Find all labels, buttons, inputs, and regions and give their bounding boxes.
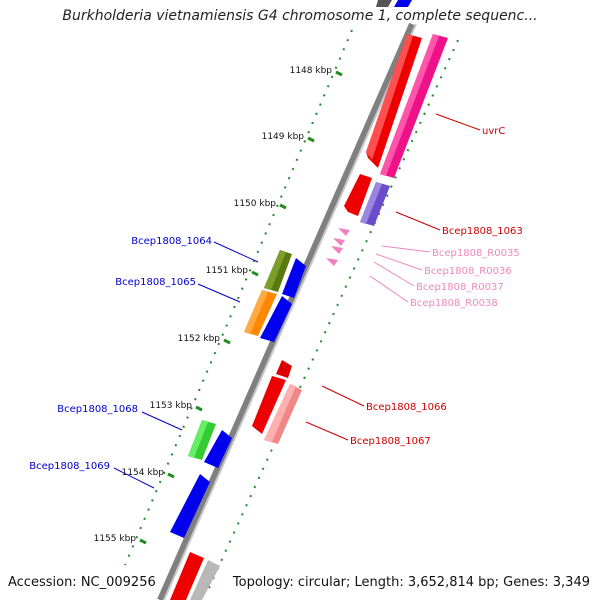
map-title: Burkholderia vietnamiensis G4 chromosome… xyxy=(62,8,538,24)
label-leader-line xyxy=(435,113,481,131)
trna-feature-R0036[interactable] xyxy=(333,238,345,246)
tick-mark xyxy=(223,338,231,345)
label-leader-line xyxy=(305,421,349,441)
gene-label[interactable]: Bcep1808_R0038 xyxy=(410,298,498,309)
gene-label[interactable]: Bcep1808_R0037 xyxy=(416,282,504,293)
gene-feature-bottom-gray[interactable] xyxy=(190,560,220,600)
gene-feature-blue-a[interactable] xyxy=(282,258,306,298)
trna-feature-R0038[interactable] xyxy=(326,258,338,266)
tick-label: 1148 kbp xyxy=(290,66,333,76)
gene-feature-purple-shade xyxy=(360,182,382,224)
trna-feature-R0037[interactable] xyxy=(331,246,343,254)
label-leader-line xyxy=(113,467,155,489)
label-leader-line xyxy=(375,253,423,271)
gene-label[interactable]: Bcep1808_R0035 xyxy=(432,248,520,259)
label-leader-line xyxy=(197,283,241,303)
gene-label[interactable]: Bcep1808_1065 xyxy=(115,277,196,288)
gene-label[interactable]: Bcep1808_1067 xyxy=(350,436,431,447)
tick-mark xyxy=(195,405,203,412)
accession-label: Accession: NC_009256 xyxy=(8,575,156,590)
gene-label[interactable]: Bcep1808_R0036 xyxy=(424,266,512,277)
gene-feature-Bcep1808_1064-shade xyxy=(264,250,286,290)
gene-feature-pink-long-shade xyxy=(380,34,439,176)
label-leader-line xyxy=(395,211,441,231)
tick-mark xyxy=(251,270,259,277)
gene-labels: uvrC Bcep1808_1063 Bcep1808_R0035 Bcep1808_… xyxy=(29,113,523,489)
gene-label[interactable]: Bcep1808_1066 xyxy=(366,402,447,413)
genome-info-label: Topology: circular; Length: 3,652,814 bp… xyxy=(232,575,590,590)
inner-dotted-line xyxy=(207,39,459,591)
gene-feature-top-gray[interactable] xyxy=(376,0,392,7)
tick-labels: 1148 kbp 1149 kbp 1150 kbp 1151 kbp 1152 kbp… xyxy=(94,66,333,544)
gene-feature-top-blue[interactable] xyxy=(394,0,412,7)
chromosome-backbone-highlight xyxy=(163,23,417,600)
tick-label: 1150 kbp xyxy=(234,199,277,209)
label-leader-line xyxy=(141,411,183,431)
label-leader-line xyxy=(369,275,409,303)
gene-label[interactable]: uvrC xyxy=(482,126,505,137)
tick-mark xyxy=(139,538,147,545)
tick-mark xyxy=(307,136,315,143)
gene-feature-Bcep1808_1069[interactable] xyxy=(170,474,210,538)
gene-label[interactable]: Bcep1808_1064 xyxy=(131,236,212,247)
gene-feature-Bcep1808_1066[interactable] xyxy=(252,376,286,434)
scale-dotted-line xyxy=(124,29,353,566)
gene-label[interactable]: Bcep1808_1068 xyxy=(57,404,138,415)
gene-feature-Bcep1808_1068-shade xyxy=(188,420,208,458)
gene-feature-Bcep1808_1067-shade xyxy=(264,384,296,442)
label-leader-line xyxy=(373,261,415,287)
tick-marks xyxy=(139,70,343,545)
gene-feature-bottom-red[interactable] xyxy=(170,552,204,600)
gene-label[interactable]: Bcep1808_1063 xyxy=(442,226,523,237)
label-leader-line xyxy=(381,245,431,253)
gene-feature-Bcep1808_1065-shade xyxy=(244,290,268,334)
tick-mark xyxy=(279,203,287,210)
tick-label: 1151 kbp xyxy=(206,266,249,276)
tick-mark xyxy=(335,70,343,77)
label-leader-line xyxy=(213,241,259,263)
gene-feature-Bcep1808_1063[interactable] xyxy=(344,174,372,216)
tick-label: 1153 kbp xyxy=(150,401,193,411)
gene-feature-blue-c[interactable] xyxy=(204,430,232,468)
label-leader-line xyxy=(321,385,365,407)
gene-feature-blue-b[interactable] xyxy=(260,296,292,342)
tick-label: 1152 kbp xyxy=(178,334,221,344)
gene-label[interactable]: Bcep1808_1069 xyxy=(29,461,110,472)
trna-feature-R0035[interactable] xyxy=(338,228,350,236)
tick-label: 1149 kbp xyxy=(262,132,305,142)
gene-feature-uvrC-shade xyxy=(366,34,413,160)
tick-mark xyxy=(167,472,175,479)
tick-label: 1155 kbp xyxy=(94,534,137,544)
tick-label: 1154 kbp xyxy=(122,468,165,478)
gene-feature-red-small[interactable] xyxy=(276,360,292,378)
